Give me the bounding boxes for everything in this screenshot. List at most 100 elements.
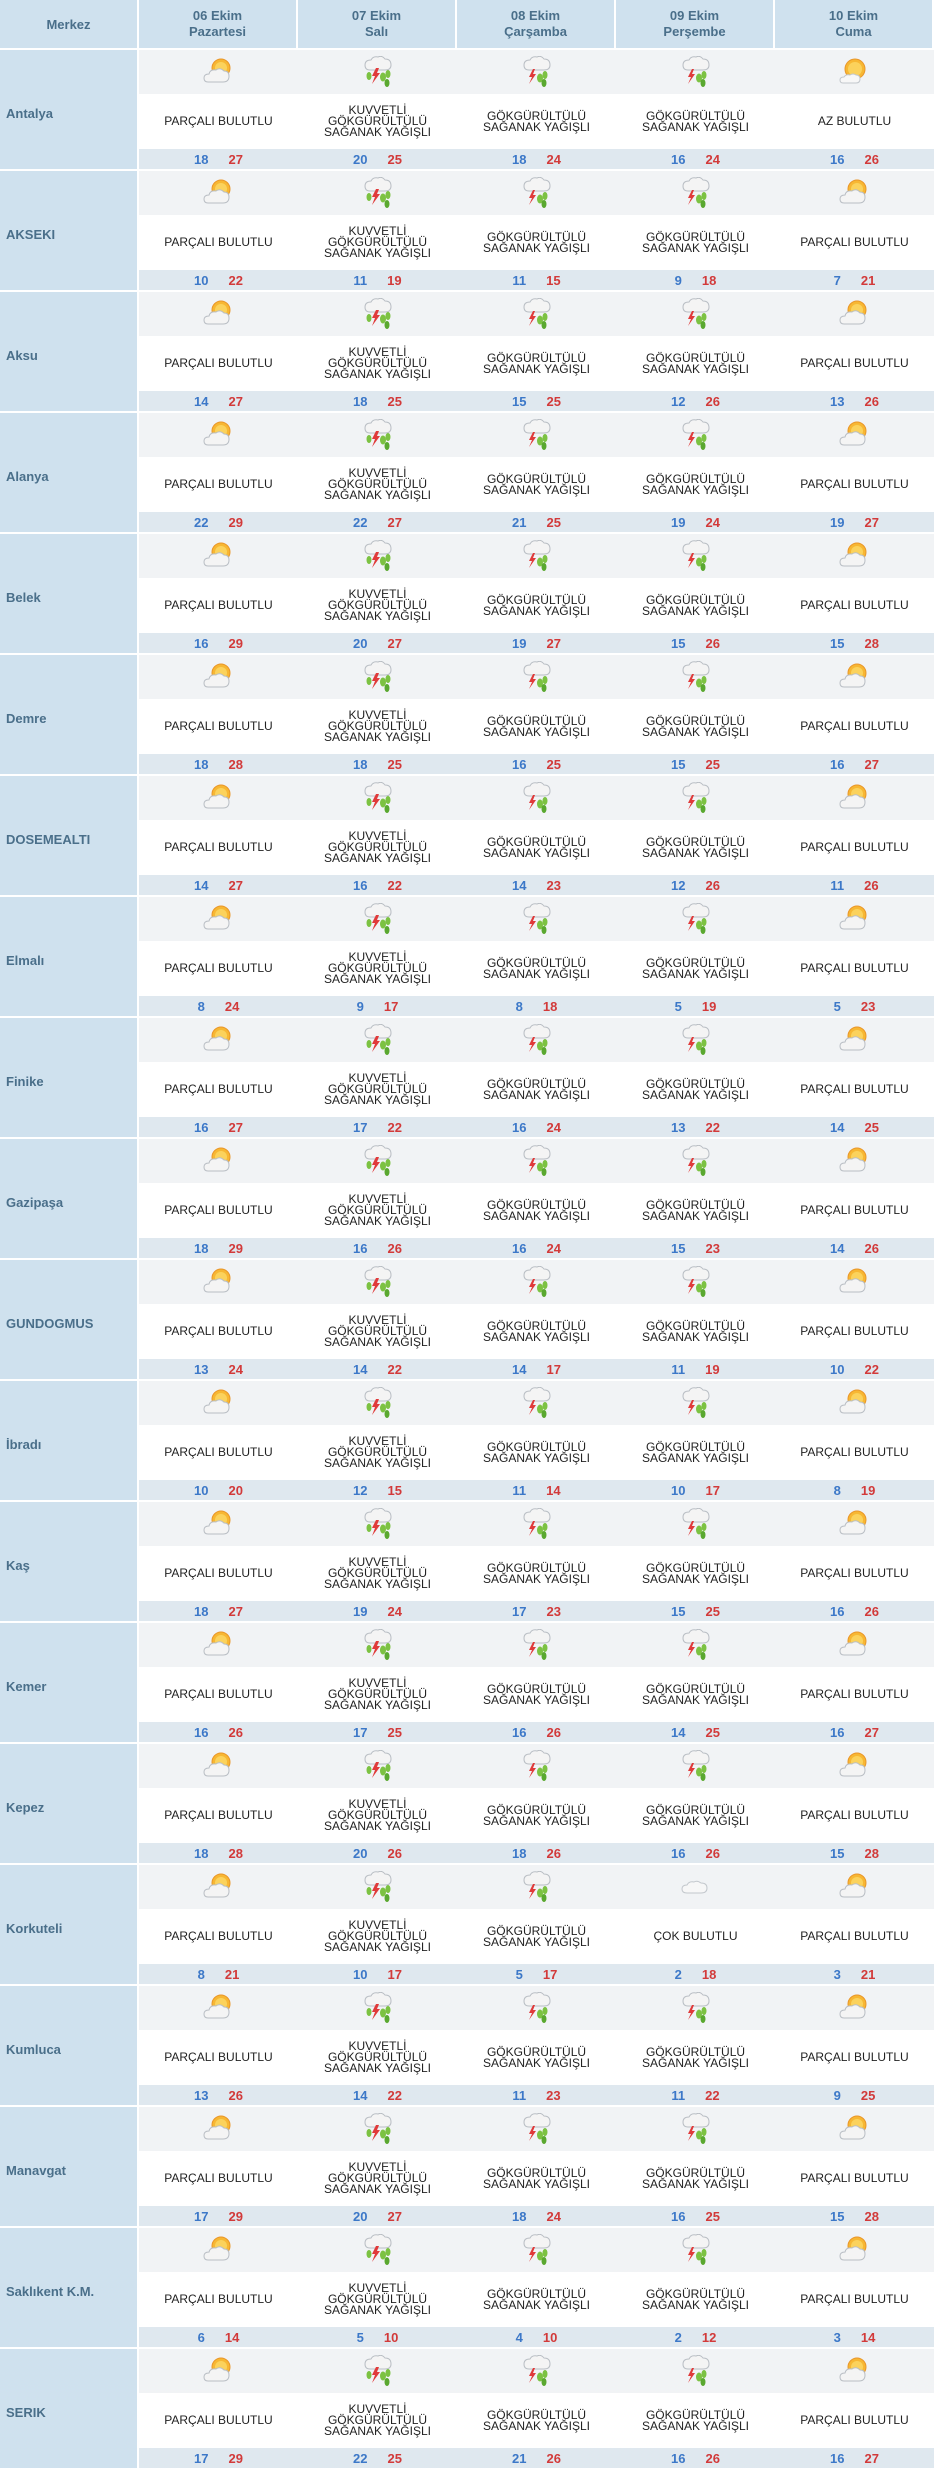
thunderstorm-icon — [519, 1386, 555, 1419]
temperature-row: 18 25 — [298, 754, 457, 774]
forecast-icon-slot — [298, 1018, 457, 1062]
temperature-row: 18 27 — [139, 149, 298, 169]
temp-max: 27 — [864, 756, 879, 772]
city-name[interactable]: Korkuteli — [0, 1863, 139, 1984]
heavy-thunderstorm-icon — [360, 1870, 396, 1903]
temperature-row: 16 25 — [457, 754, 616, 774]
city-name[interactable]: Antalya — [0, 48, 139, 169]
city-name[interactable]: GUNDOGMUS — [0, 1258, 139, 1379]
forecast-condition: GÖKGÜRÜLTÜLÜ SAĞANAK YAĞIŞLI — [457, 215, 616, 270]
city-name[interactable]: Elmalı — [0, 895, 139, 1016]
temp-max: 14 — [546, 1482, 561, 1498]
forecast-icon-slot — [775, 534, 934, 578]
thunderstorm-icon — [519, 539, 555, 572]
city-name[interactable]: Gazipaşa — [0, 1137, 139, 1258]
city-name[interactable]: SERIK — [0, 2347, 139, 2468]
temp-min: 15 — [671, 1240, 686, 1256]
temp-min: 15 — [512, 393, 527, 409]
partly-cloudy-icon — [201, 540, 237, 572]
thunderstorm-icon — [519, 1628, 555, 1661]
forecast-cell: PARÇALI BULUTLU 14 27 — [139, 290, 298, 411]
forecast-condition: PARÇALI BULUTLU — [139, 1909, 298, 1964]
temp-min: 16 — [512, 1240, 527, 1256]
temp-min: 22 — [353, 2450, 368, 2466]
temp-min: 13 — [194, 2087, 209, 2103]
forecast-cell: GÖKGÜRÜLTÜLÜ SAĞANAK YAĞIŞLI 11 23 — [457, 1984, 616, 2105]
forecast-cell: PARÇALI BULUTLU 9 25 — [775, 1984, 934, 2105]
temperature-row: 16 29 — [139, 633, 298, 653]
city-name[interactable]: Aksu — [0, 290, 139, 411]
forecast-icon-slot — [298, 1139, 457, 1183]
city-name[interactable]: AKSEKI — [0, 169, 139, 290]
forecast-condition: PARÇALI BULUTLU — [139, 2030, 298, 2085]
temp-min: 19 — [353, 1603, 368, 1619]
city-name[interactable]: Manavgat — [0, 2105, 139, 2226]
temperature-row: 13 24 — [139, 1359, 298, 1379]
forecast-icon-slot — [775, 1744, 934, 1788]
temp-max: 27 — [546, 635, 561, 651]
forecast-icon-slot — [298, 776, 457, 820]
forecast-condition: PARÇALI BULUTLU — [775, 1788, 934, 1843]
forecast-icon-slot — [139, 2228, 298, 2272]
forecast-condition: PARÇALI BULUTLU — [139, 1304, 298, 1359]
header-day-2: 07 Ekim Salı — [298, 0, 457, 48]
forecast-icon-slot — [775, 413, 934, 457]
temp-min: 14 — [671, 1724, 686, 1740]
city-name[interactable]: Finike — [0, 1016, 139, 1137]
forecast-cell: GÖKGÜRÜLTÜLÜ SAĞANAK YAĞIŞLI 5 19 — [616, 895, 775, 1016]
temperature-row: 12 15 — [298, 1480, 457, 1500]
forecast-icon-slot — [775, 1018, 934, 1062]
temp-max: 14 — [224, 2329, 240, 2345]
temp-max: 19 — [701, 998, 717, 1014]
temp-max: 25 — [705, 1724, 720, 1740]
city-name[interactable]: Kumluca — [0, 1984, 139, 2105]
forecast-icon-slot — [775, 2228, 934, 2272]
forecast-condition: GÖKGÜRÜLTÜLÜ SAĞANAK YAĞIŞLI — [457, 578, 616, 633]
forecast-condition: PARÇALI BULUTLU — [775, 941, 934, 996]
temp-min: 19 — [830, 514, 845, 530]
forecast-cell: GÖKGÜRÜLTÜLÜ SAĞANAK YAĞIŞLI 12 26 — [616, 774, 775, 895]
forecast-cell: KUVVETLİ GÖKGÜRÜLTÜLÜ SAĞANAK YAĞIŞLI 17 2… — [298, 1621, 457, 1742]
city-name[interactable]: Alanya — [0, 411, 139, 532]
temp-max: 27 — [387, 514, 402, 530]
forecast-condition: GÖKGÜRÜLTÜLÜ SAĞANAK YAĞIŞLI — [616, 457, 775, 512]
temperature-row: 17 29 — [139, 2448, 298, 2468]
thunderstorm-icon — [519, 902, 555, 935]
temperature-row: 18 29 — [139, 1238, 298, 1258]
forecast-condition: GÖKGÜRÜLTÜLÜ SAĞANAK YAĞIŞLI — [616, 2151, 775, 2206]
forecast-icon-slot — [298, 534, 457, 578]
temp-max: 15 — [546, 272, 561, 288]
temp-min: 12 — [353, 1482, 368, 1498]
temp-min: 5 — [356, 2329, 364, 2345]
partly-cloudy-icon — [837, 2113, 873, 2145]
city-name[interactable]: Belek — [0, 532, 139, 653]
partly-cloudy-icon — [201, 1871, 237, 1903]
forecast-cell: PARÇALI BULUTLU 18 28 — [139, 1742, 298, 1863]
city-name[interactable]: DOSEMEALTI — [0, 774, 139, 895]
temp-max: 18 — [542, 998, 558, 1014]
city-name[interactable]: Saklıkent K.M. — [0, 2226, 139, 2347]
city-name[interactable]: Demre — [0, 653, 139, 774]
city-name[interactable]: İbradı — [0, 1379, 139, 1500]
forecast-cell: KUVVETLİ GÖKGÜRÜLTÜLÜ SAĞANAK YAĞIŞLI 18 2… — [298, 653, 457, 774]
temperature-row: 15 25 — [616, 754, 775, 774]
temp-max: 24 — [228, 1361, 243, 1377]
forecast-icon-slot — [775, 897, 934, 941]
forecast-icon-slot — [775, 1986, 934, 2030]
forecast-icon-slot — [775, 171, 934, 215]
forecast-condition: KUVVETLİ GÖKGÜRÜLTÜLÜ SAĞANAK YAĞIŞLI — [298, 336, 457, 391]
city-name[interactable]: Kemer — [0, 1621, 139, 1742]
temperature-row: 14 22 — [298, 2085, 457, 2105]
city-name[interactable]: Kepez — [0, 1742, 139, 1863]
forecast-cell: AZ BULUTLU 16 26 — [775, 48, 934, 169]
city-name[interactable]: Kaş — [0, 1500, 139, 1621]
temp-max: 24 — [705, 151, 720, 167]
forecast-cell: GÖKGÜRÜLTÜLÜ SAĞANAK YAĞIŞLI 14 23 — [457, 774, 616, 895]
thunderstorm-icon — [678, 781, 714, 814]
partly-cloudy-icon — [837, 1750, 873, 1782]
temp-max: 28 — [228, 1845, 243, 1861]
forecast-condition: GÖKGÜRÜLTÜLÜ SAĞANAK YAĞIŞLI — [616, 2272, 775, 2327]
forecast-cell: PARÇALI BULUTLU 16 27 — [775, 653, 934, 774]
forecast-cell: GÖKGÜRÜLTÜLÜ SAĞANAK YAĞIŞLI 17 23 — [457, 1500, 616, 1621]
